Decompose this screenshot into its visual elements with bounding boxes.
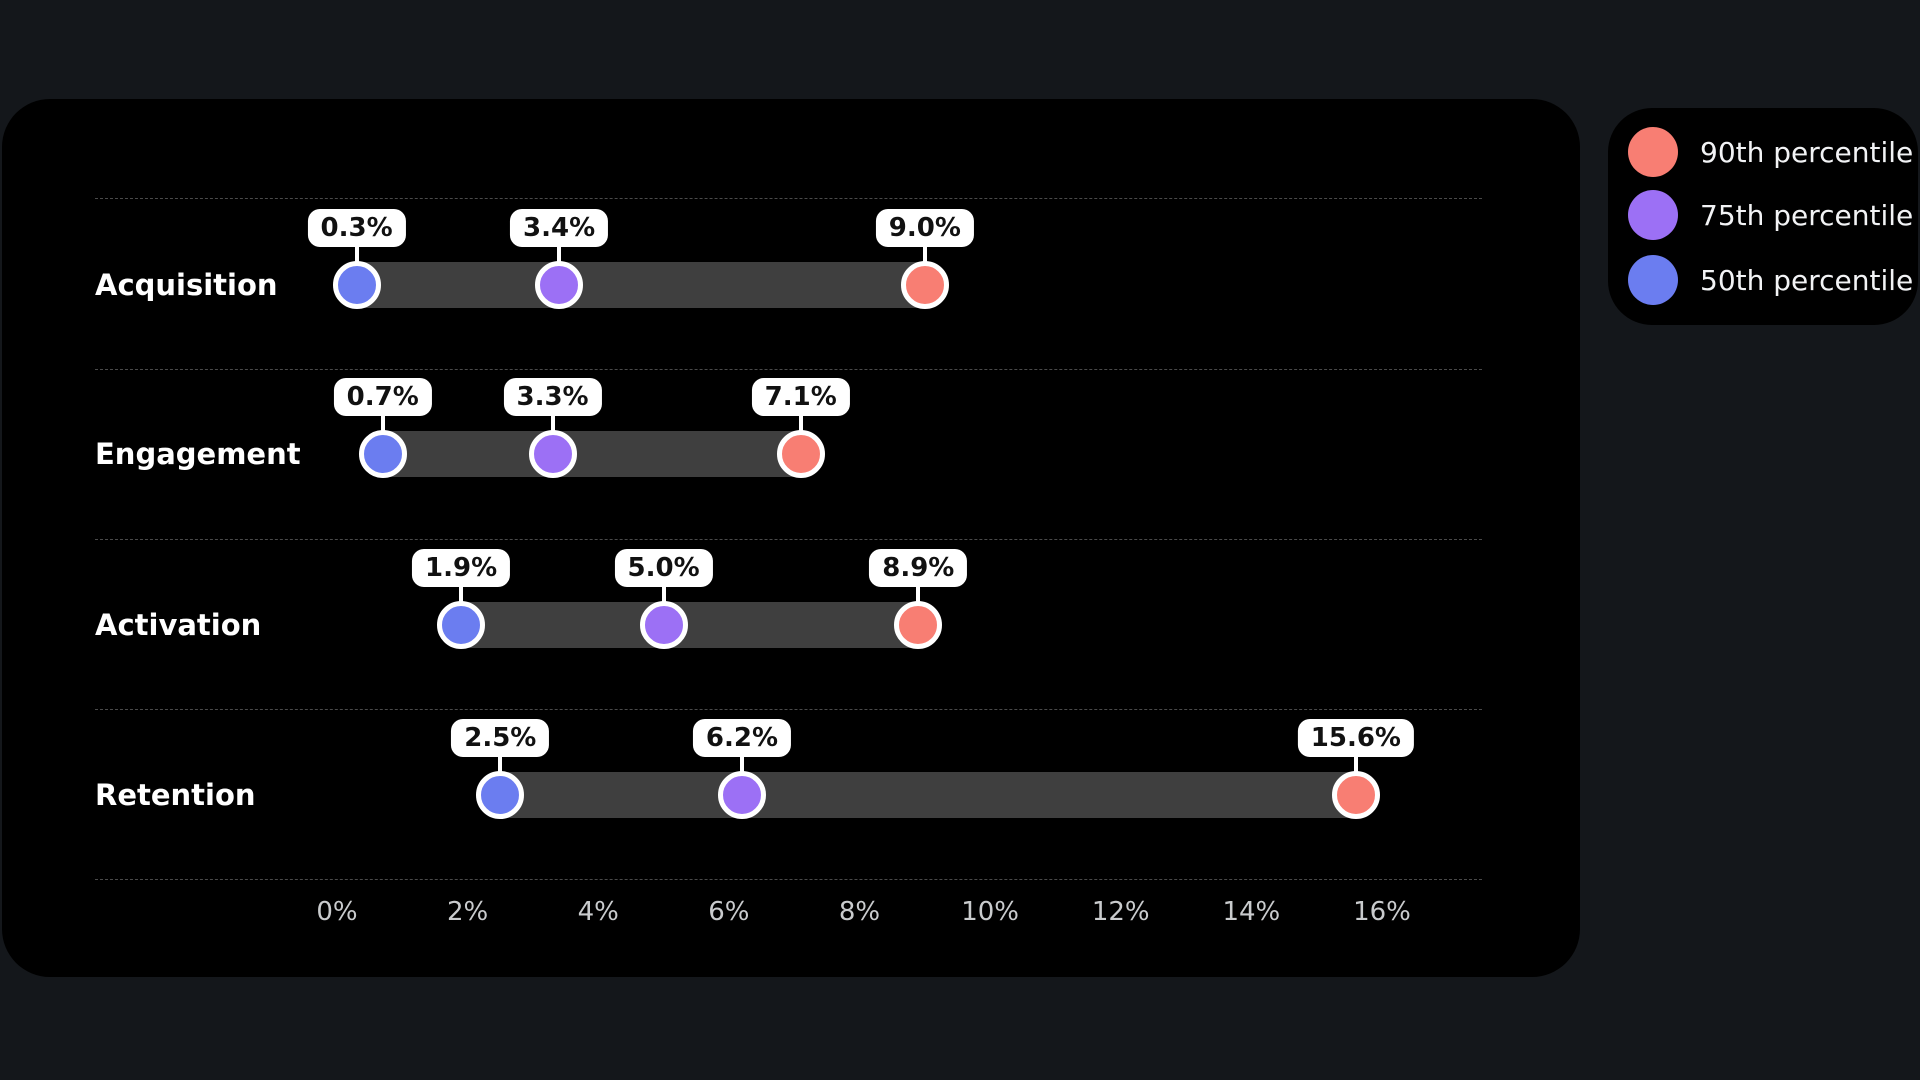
x-axis-line (95, 879, 1482, 880)
x-axis-tick-label: 2% (447, 897, 489, 927)
legend-item-90th-percentile[interactable]: 90th percentile (1628, 127, 1913, 177)
x-axis-tick-label: 6% (708, 897, 750, 927)
percentile-range-bar (356, 262, 925, 308)
dot-90th-percentile[interactable] (894, 601, 943, 649)
row-label-acquisition: Acquisition (95, 268, 278, 302)
x-axis-tick-label: 16% (1353, 897, 1411, 927)
value-label: 5.0% (614, 549, 713, 587)
value-label: 7.1% (751, 378, 850, 416)
value-label: 2.5% (451, 719, 550, 757)
x-axis-tick-label: 8% (838, 897, 881, 927)
value-label-stem (354, 245, 359, 267)
x-axis-tick-label: 4% (577, 897, 619, 927)
percentile-range-bar (500, 772, 1356, 818)
dot-90th-percentile[interactable] (1331, 771, 1380, 819)
value-label-stem (498, 755, 503, 777)
gridline (95, 539, 1482, 540)
dot-90th-percentile[interactable] (776, 430, 825, 478)
legend-item-75th-percentile[interactable]: 75th percentile (1628, 190, 1913, 240)
value-label: 0.3% (307, 209, 406, 247)
dot-75th-percentile[interactable] (639, 601, 688, 649)
value-label-stem (922, 245, 927, 267)
x-axis-tick-label: 14% (1222, 897, 1281, 927)
value-label: 15.6% (1297, 719, 1414, 757)
legend-swatch-75th-icon (1628, 190, 1678, 240)
value-label: 0.7% (333, 378, 432, 416)
percentile-range-bar (461, 602, 919, 648)
value-label-stem (459, 585, 464, 607)
dot-75th-percentile[interactable] (528, 430, 577, 478)
value-label: 6.2% (692, 719, 791, 757)
value-label: 9.0% (875, 209, 974, 247)
value-label-stem (661, 585, 666, 607)
value-label: 1.9% (412, 549, 511, 587)
value-label: 8.9% (869, 549, 968, 587)
gridline (95, 369, 1482, 370)
gridline (95, 198, 1482, 199)
dot-50th-percentile[interactable] (332, 261, 381, 309)
legend-label: 75th percentile (1700, 198, 1914, 232)
dot-50th-percentile[interactable] (358, 430, 407, 478)
row-label-activation: Activation (95, 608, 262, 642)
row-label-engagement: Engagement (95, 437, 301, 471)
chart-card: 0% 2% 4% 6% 8% 10% 12% 14% 16% Acquisition 0.3% 3.4… (2, 99, 1580, 977)
legend-label: 90th percentile (1700, 135, 1914, 169)
legend-swatch-50th-icon (1628, 255, 1678, 305)
legend-item-50th-percentile[interactable]: 50th percentile (1628, 255, 1913, 305)
x-axis-tick-label: 10% (961, 897, 1020, 927)
value-label-stem (739, 755, 744, 777)
dot-75th-percentile[interactable] (535, 261, 584, 309)
percentile-range-bar (382, 431, 801, 477)
value-label: 3.3% (503, 378, 602, 416)
dot-50th-percentile[interactable] (437, 601, 486, 649)
dot-75th-percentile[interactable] (717, 771, 766, 819)
value-label-stem (916, 585, 921, 607)
value-label-stem (380, 414, 385, 436)
value-label-stem (550, 414, 555, 436)
value-label-stem (1353, 755, 1358, 777)
legend-card: 90th percentile 75th percentile 50th per… (1608, 108, 1918, 325)
value-label: 3.4% (510, 209, 609, 247)
x-axis-tick-label: 12% (1091, 897, 1150, 927)
x-axis-tick-label: 0% (316, 897, 358, 927)
legend-label: 50th percentile (1700, 263, 1914, 297)
row-label-retention: Retention (95, 778, 256, 812)
dot-50th-percentile[interactable] (476, 771, 525, 819)
value-label-stem (557, 245, 562, 267)
dot-90th-percentile[interactable] (900, 261, 949, 309)
gridline (95, 709, 1482, 710)
legend-swatch-90th-icon (1628, 127, 1678, 177)
value-label-stem (798, 414, 803, 436)
